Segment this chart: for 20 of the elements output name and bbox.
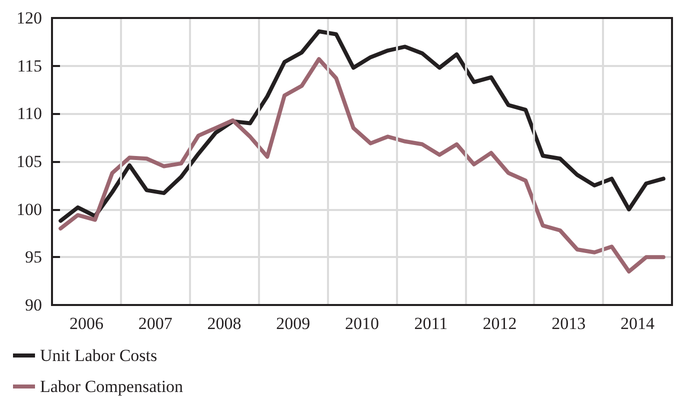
line-series [58, 57, 666, 274]
y-tick-label: 100 [16, 200, 42, 219]
y-tick-label: 110 [17, 104, 42, 124]
x-tick-label: 2010 [345, 314, 379, 333]
x-tick-label: 2012 [482, 314, 517, 333]
x-tick-label: 2014 [620, 314, 656, 333]
legend-label: Labor Compensation [40, 377, 184, 396]
x-tick-label: 2009 [276, 314, 310, 333]
line-series [58, 29, 666, 223]
x-tick-label: 2011 [414, 314, 448, 333]
x-tick-label: 2007 [138, 314, 173, 333]
y-tick-label: 95 [25, 248, 42, 267]
y-tick-label: 115 [17, 56, 42, 76]
x-tick-label: 2013 [552, 314, 586, 333]
y-tick-label: 120 [16, 8, 42, 28]
legend-label: Unit Labor Costs [40, 346, 158, 365]
y-tick-label: 90 [25, 296, 42, 314]
x-tick-label: 2006 [69, 314, 104, 333]
y-tick-label: 105 [16, 152, 42, 171]
x-tick-label: 2008 [207, 314, 242, 333]
